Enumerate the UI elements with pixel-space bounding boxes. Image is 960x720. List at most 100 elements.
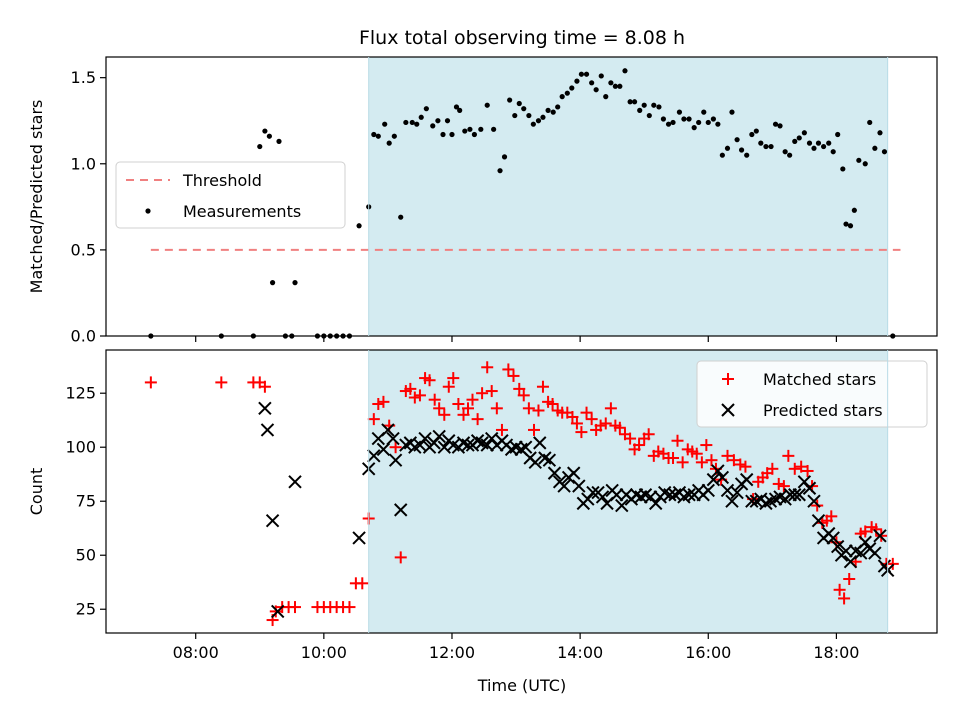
matched-star-point [580, 406, 593, 419]
measurement-point [768, 143, 774, 150]
matched-star-point [536, 380, 549, 393]
measurement-point [843, 221, 849, 227]
matched-star-point [546, 398, 559, 411]
predicted-star-point [394, 503, 408, 517]
predicted-star-point [265, 513, 280, 528]
y-tick-label: 0.5 [71, 240, 96, 259]
x-tick-label: 10:00 [301, 643, 347, 662]
measurement-point [435, 118, 441, 124]
predicted-star-point [595, 490, 610, 504]
matched-star-point [258, 380, 271, 393]
matched-star-point [462, 402, 475, 415]
measurement-point [444, 118, 451, 124]
measurement-point [430, 123, 436, 129]
predicted-star-point [858, 535, 872, 549]
matched-star-point [585, 413, 598, 426]
x-axis-ticks [195, 336, 838, 342]
matched-star-point [859, 525, 872, 538]
matched-star-point [413, 389, 426, 402]
measurement-point [386, 140, 392, 146]
measurement-point [449, 131, 455, 138]
measurement-point [501, 154, 508, 160]
legend-matched-swatch [722, 373, 734, 385]
measurement-point [851, 207, 857, 213]
measurement-point [847, 223, 854, 229]
matched-star-point [269, 605, 282, 618]
measurement-point [559, 94, 565, 100]
y-tick-label: 125 [65, 384, 96, 403]
measurement-point [830, 149, 836, 155]
predicted-star-point [572, 479, 586, 493]
measurement-point [738, 147, 745, 153]
measurement-point [686, 116, 692, 122]
matched-star-point [727, 454, 740, 467]
matched-star-point [367, 413, 380, 426]
x-axis-label: Time (UTC) [477, 676, 566, 695]
matched-star-point [452, 398, 465, 411]
predicted-star-point [839, 544, 853, 558]
matched-star-point [447, 372, 460, 385]
measurement-point [806, 140, 813, 146]
measurement-point [540, 114, 546, 120]
measurement-point [758, 140, 764, 146]
measurement-point [801, 130, 807, 136]
matched-star-point [466, 393, 479, 406]
measurement-point [792, 138, 798, 144]
measurement-point [877, 130, 883, 136]
predicted-star-point [461, 438, 475, 452]
measurement-point [409, 119, 415, 126]
measurement-point [701, 109, 707, 115]
predicted-star-point [843, 555, 858, 569]
measurement-point [516, 100, 522, 107]
matched-star-point [423, 374, 436, 387]
x-tick-label: 16:00 [685, 643, 731, 662]
measurement-point [670, 119, 676, 126]
measurement-point [612, 83, 618, 89]
matched-star-point [695, 456, 708, 469]
matched-star-point [613, 421, 626, 434]
predicted-star-point [873, 529, 887, 543]
predicted-star-point [418, 431, 432, 446]
measurement-point [777, 123, 783, 129]
matched-star-point [408, 391, 421, 404]
predicted-star-point [258, 401, 272, 416]
predicted-star-point [533, 436, 547, 450]
measurement-point [550, 109, 556, 115]
predicted-star-point [730, 485, 744, 500]
measurement-point [262, 128, 268, 134]
measurement-point [526, 112, 532, 119]
count-panel: 25 50 75 100 125 08:00 10:00 12:00 14:00 16:00 18… [27, 349, 938, 662]
measurement-point [535, 118, 542, 124]
predicted-star-point [432, 429, 446, 444]
measurement-point [578, 71, 585, 77]
predicted-star-point [711, 464, 725, 478]
matched-star-point [428, 393, 441, 406]
predicted-star-point [260, 423, 275, 437]
measurement-point [749, 131, 755, 138]
measurement-point [681, 116, 687, 122]
matched-star-point [442, 380, 455, 393]
predicted-star-point [518, 440, 533, 454]
matched-star-point [772, 477, 785, 490]
predicted-star-point [802, 481, 817, 495]
measurement-point [292, 280, 298, 286]
matched-star-point [476, 387, 489, 400]
matched-star-point [377, 395, 390, 408]
matched-stars-points [144, 361, 899, 627]
measurement-point [627, 99, 633, 105]
y-tick-label: 75 [76, 492, 96, 511]
measurement-point [398, 214, 404, 220]
measurement-point [257, 143, 263, 150]
measurement-point [617, 83, 623, 89]
matched-star-point [642, 428, 655, 441]
matched-star-point [532, 404, 545, 417]
legend: Matched stars Predicted stars [696, 360, 928, 428]
measurement-point [787, 152, 793, 158]
predicted-star-point [567, 466, 581, 480]
matched-star-point [599, 417, 612, 430]
matched-star-point [825, 510, 838, 523]
matched-star-point [843, 572, 856, 585]
measurement-point [593, 87, 599, 93]
x-tick-label: 14:00 [557, 643, 603, 662]
predicted-star-point [376, 442, 391, 457]
